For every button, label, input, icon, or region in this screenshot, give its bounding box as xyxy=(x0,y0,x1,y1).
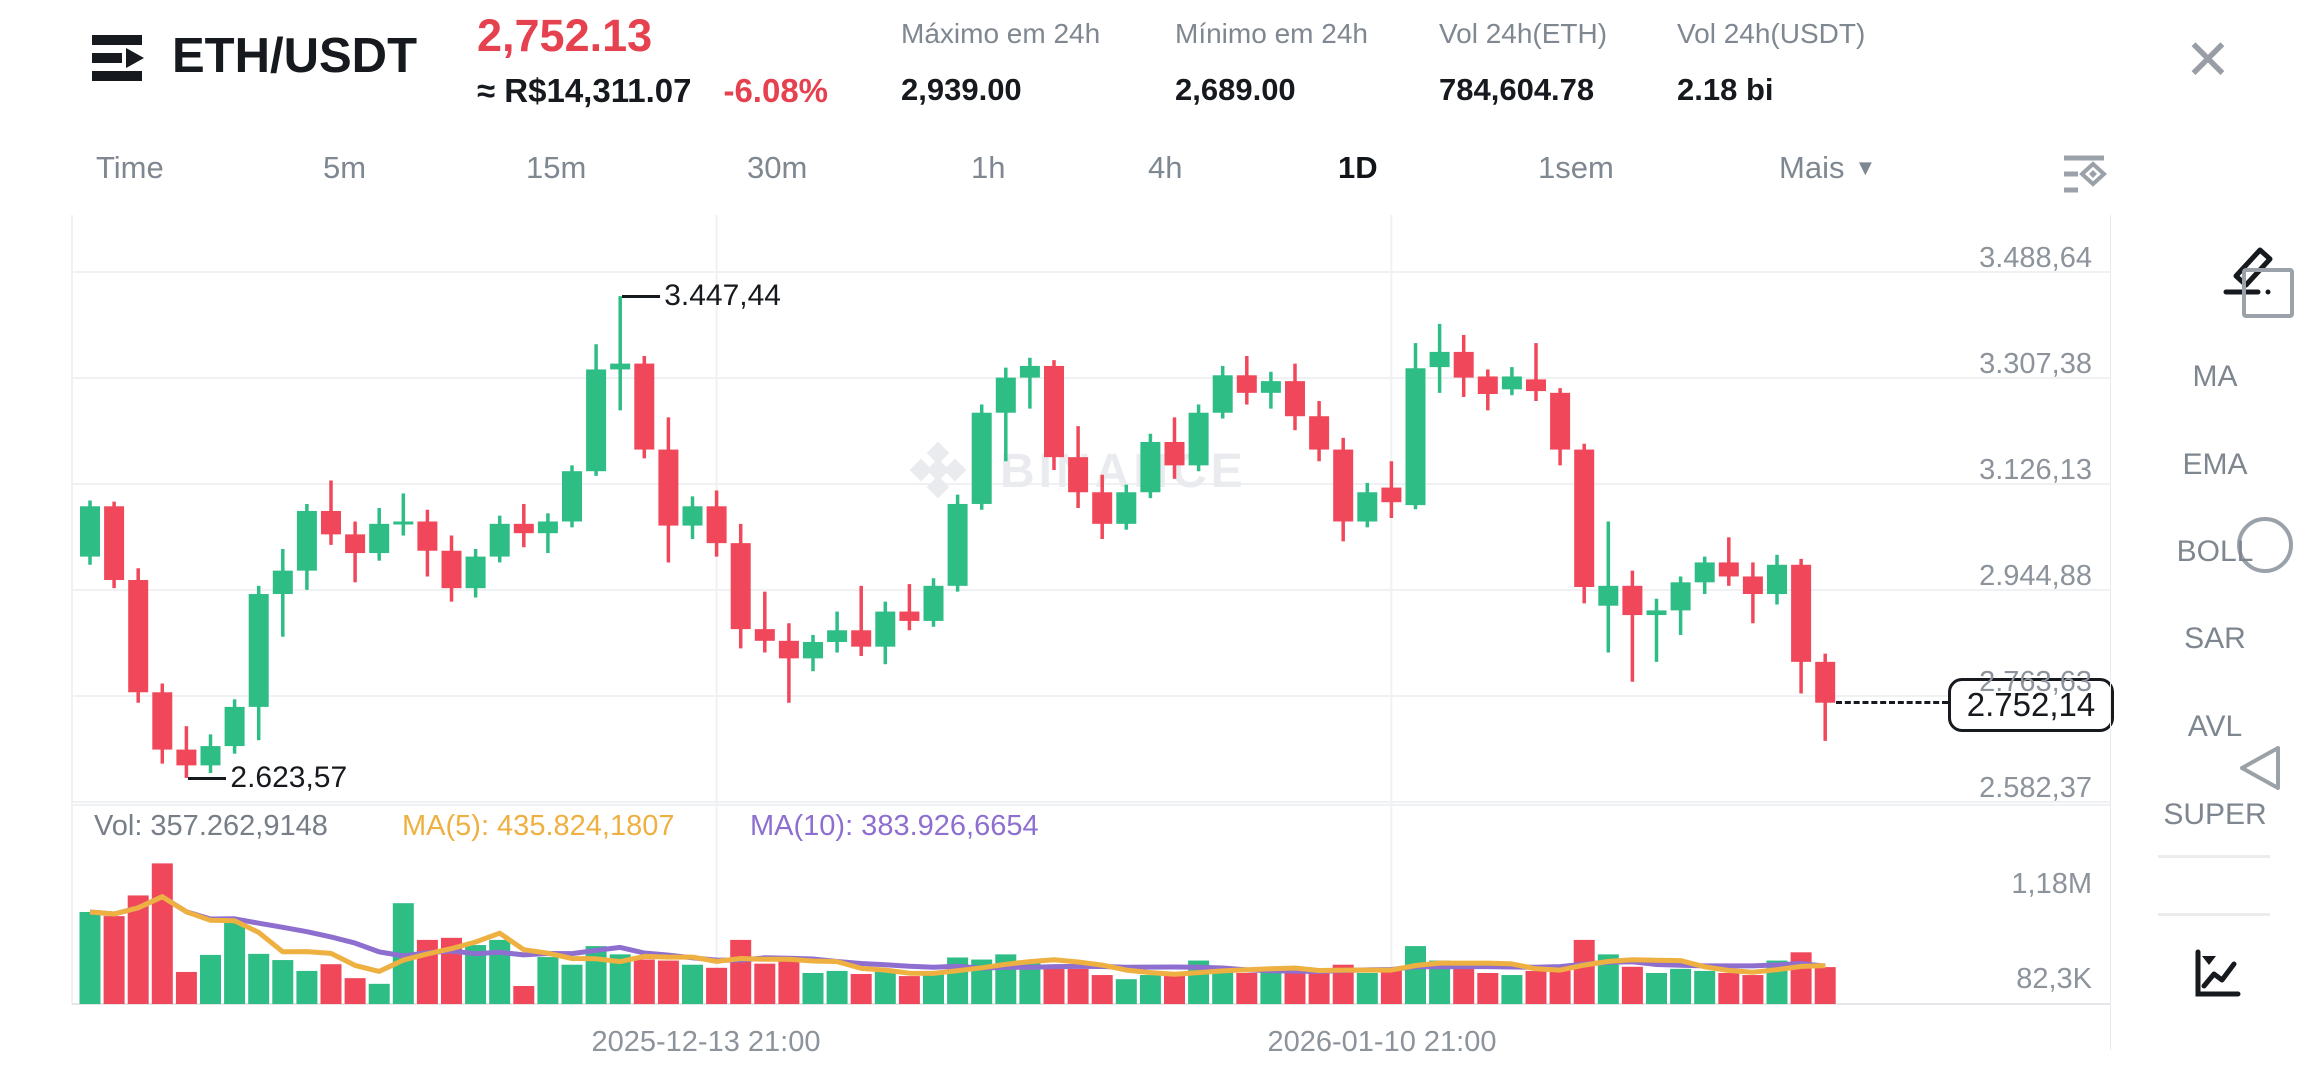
indicator-super[interactable]: SUPER xyxy=(2163,798,2267,831)
stat-vol-eth: Vol 24h(ETH) 784,604.78 xyxy=(1439,18,1608,107)
indicator-ema[interactable]: EMA xyxy=(2182,448,2248,481)
last-price-dash-line xyxy=(1836,701,1948,704)
stat-high-24h: Máximo em 24h 2,939.00 xyxy=(901,18,1101,107)
low-annotation: 2.623,57 xyxy=(230,760,348,794)
stat-vol-usdt: Vol 24h(USDT) 2.18 bi xyxy=(1677,18,1866,107)
stat-low-24h: Mínimo em 24h 2,689.00 xyxy=(1175,18,1368,107)
low-annotation-line xyxy=(188,776,227,780)
x-axis-label-2: 2026-01-10 21:00 xyxy=(1267,1026,1497,1058)
chart-settings-icon[interactable] xyxy=(2060,150,2112,202)
indicator-sar[interactable]: SAR xyxy=(2184,622,2246,655)
tab-5m[interactable]: 5m xyxy=(323,150,367,185)
legend-ma10: MA(10): 383.926,6654 xyxy=(750,810,1039,842)
price-axis-label: 2.763,63 xyxy=(1979,666,2092,698)
binance-watermark: BINANCE xyxy=(1000,445,1247,498)
high-annotation: 3.447,44 xyxy=(664,279,781,313)
price-axis-label: 3.126,13 xyxy=(1979,453,2092,486)
price-subrow: ≈ R$14,311.07 -6.08% xyxy=(477,72,828,110)
sidebar-divider-2 xyxy=(2158,913,2270,916)
sidebar-divider-1 xyxy=(2158,855,2270,858)
price-axis-label: 3.307,38 xyxy=(1979,347,2092,380)
tab-1d[interactable]: 1D xyxy=(1338,150,1378,185)
tab-30m[interactable]: 30m xyxy=(747,150,808,185)
indicator-boll[interactable]: BOLL xyxy=(2176,535,2254,568)
depth-chart-icon[interactable] xyxy=(2190,948,2242,1000)
price-axis-label: 3.488,64 xyxy=(1979,241,2092,274)
timeframe-tabs: Time 5m 15m 30m 1h 4h 1D 1sem Mais ▼ xyxy=(0,150,2110,208)
exchange-menu-icon[interactable] xyxy=(92,35,146,83)
change-24h: -6.08% xyxy=(723,72,829,109)
tab-4h[interactable]: 4h xyxy=(1148,150,1183,185)
price-axis-label: 2.944,88 xyxy=(1979,559,2092,592)
tab-time[interactable]: Time xyxy=(96,150,164,185)
fiat-price: ≈ R$14,311.07 xyxy=(477,72,692,109)
circle-shape-icon xyxy=(2237,517,2293,573)
price-axis-label: 2.582,37 xyxy=(1979,772,2092,804)
high-annotation-line xyxy=(622,295,661,299)
square-shape-icon xyxy=(2242,268,2294,318)
volume-axis-label-high: 1,18M xyxy=(2011,868,2092,900)
volume-legend: Vol: 357.262,9148 MA(5): 435.824,1807 MA(1… xyxy=(94,810,1039,843)
x-axis-label-1: 2025-12-13 21:00 xyxy=(591,1026,821,1058)
volume-axis-label-low: 82,3K xyxy=(2016,963,2092,995)
last-price-tag: 2.752,14 xyxy=(1948,678,2114,732)
last-price: 2,752.13 xyxy=(477,10,653,61)
tab-1sem[interactable]: 1sem xyxy=(1538,150,1614,185)
indicator-avl[interactable]: AVL xyxy=(2187,710,2243,743)
triangle-shape-icon xyxy=(2234,744,2284,792)
legend-vol: Vol: 357.262,9148 xyxy=(94,810,328,842)
legend-ma5: MA(5): 435.824,1807 xyxy=(402,810,675,842)
sidebar-divider-vertical xyxy=(2110,215,2111,1050)
tab-15m[interactable]: 15m xyxy=(526,150,587,185)
close-icon[interactable]: ✕ xyxy=(2184,28,2232,91)
pair-title: ETH/USDT xyxy=(172,29,417,83)
tab-more-dropdown[interactable]: Mais ▼ xyxy=(1779,150,1877,185)
indicator-ma[interactable]: MA xyxy=(2192,360,2238,393)
tab-1h[interactable]: 1h xyxy=(971,150,1006,185)
